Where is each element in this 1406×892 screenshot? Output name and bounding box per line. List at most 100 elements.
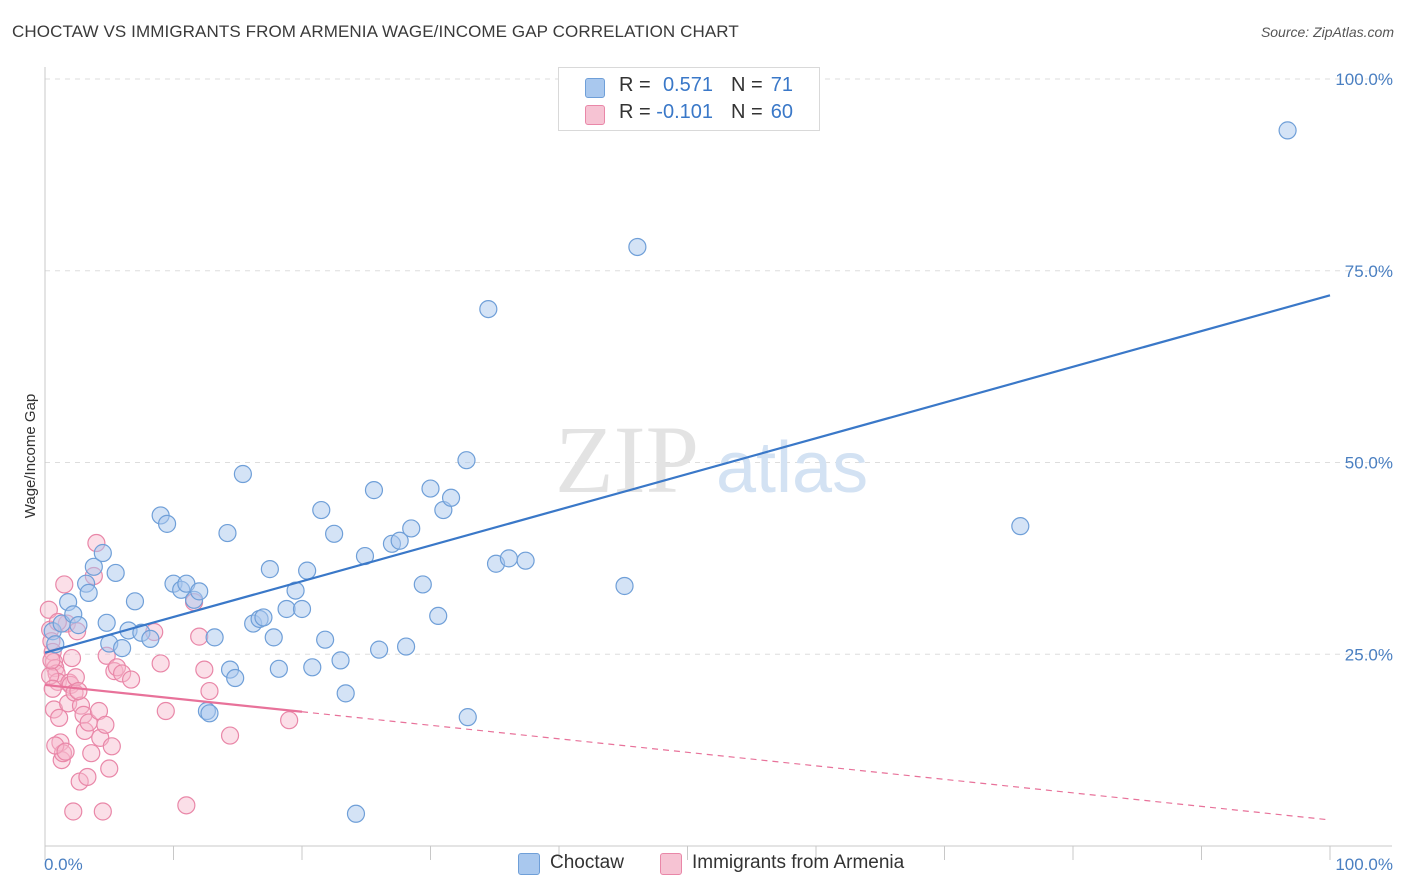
point-choctaw xyxy=(413,575,432,594)
legend-box: R = 0.571 N = 71 R = -0.101 N = 60 xyxy=(558,67,820,131)
point-choctaw xyxy=(84,557,103,576)
point-choctaw xyxy=(298,561,317,580)
y-tick-label: 50.0% xyxy=(1345,454,1393,473)
point-armenia xyxy=(39,600,58,619)
point-armenia xyxy=(82,744,101,763)
point-choctaw xyxy=(200,704,219,723)
point-armenia xyxy=(43,679,62,698)
trend-line-choctaw xyxy=(44,294,1331,654)
y-tick-label: 100.0% xyxy=(1335,70,1393,89)
point-armenia xyxy=(56,742,75,761)
legend-swatch-armenia xyxy=(585,105,605,125)
legend-n-value: 60 xyxy=(770,101,793,123)
point-choctaw xyxy=(233,464,252,484)
point-choctaw xyxy=(254,608,273,627)
point-armenia xyxy=(112,664,132,683)
legend-r-label: R = xyxy=(619,101,651,123)
bottom-legend-swatch-choctaw xyxy=(518,853,540,875)
point-armenia xyxy=(190,627,209,646)
point-armenia xyxy=(46,736,65,755)
legend-row-choctaw: R = 0.571 N = 71 xyxy=(559,72,819,100)
axes xyxy=(44,67,1392,860)
x-tick-label: 100.0% xyxy=(1335,855,1393,874)
point-choctaw xyxy=(396,637,416,656)
point-choctaw xyxy=(292,599,312,619)
point-choctaw xyxy=(97,613,116,632)
point-armenia xyxy=(121,670,141,689)
point-choctaw xyxy=(303,658,322,677)
legend-r-value: 0.571 xyxy=(662,74,713,96)
point-choctaw xyxy=(1011,517,1030,536)
point-choctaw xyxy=(112,639,132,658)
point-choctaw xyxy=(331,651,350,670)
point-choctaw xyxy=(325,524,344,543)
tick-labels: 25.0% 50.0% 75.0% 100.0% 0.0% 100.0% xyxy=(44,70,1393,874)
bottom-legend-label-armenia: Immigrants from Armenia xyxy=(692,852,905,873)
legend-swatch-choctaw xyxy=(585,78,605,98)
point-choctaw xyxy=(190,582,209,601)
point-armenia xyxy=(195,660,214,679)
point-choctaw xyxy=(336,684,355,703)
point-choctaw xyxy=(125,592,145,611)
point-armenia xyxy=(93,802,112,821)
point-armenia xyxy=(151,654,170,673)
y-tick-label: 25.0% xyxy=(1345,645,1393,664)
point-armenia xyxy=(100,759,119,778)
legend-n-value: 71 xyxy=(770,74,793,96)
point-armenia xyxy=(62,648,82,668)
point-armenia xyxy=(280,711,299,730)
point-armenia xyxy=(69,681,88,701)
point-choctaw xyxy=(93,543,112,563)
point-choctaw xyxy=(441,488,461,507)
point-choctaw xyxy=(264,628,283,647)
point-choctaw xyxy=(364,481,384,500)
grid xyxy=(45,78,1392,655)
watermark-atlas: atlas xyxy=(716,428,868,508)
point-choctaw xyxy=(141,629,160,649)
point-choctaw xyxy=(1278,121,1297,140)
series-choctaw-points xyxy=(43,121,1297,823)
point-choctaw xyxy=(218,523,237,543)
point-choctaw xyxy=(458,708,477,727)
watermark-zip: ZIP xyxy=(555,406,699,513)
point-armenia xyxy=(66,668,85,687)
y-axis-label: Wage/Income Gap xyxy=(22,394,39,519)
point-choctaw xyxy=(205,628,224,647)
point-choctaw xyxy=(370,640,389,659)
point-choctaw xyxy=(516,551,535,570)
point-armenia xyxy=(42,651,61,670)
point-armenia xyxy=(50,708,69,728)
series-armenia-points xyxy=(39,533,299,821)
point-choctaw xyxy=(402,519,421,538)
y-tick-label: 75.0% xyxy=(1345,262,1393,281)
point-choctaw xyxy=(79,583,98,602)
point-choctaw xyxy=(479,300,498,319)
point-armenia xyxy=(156,701,175,721)
point-choctaw xyxy=(316,630,335,649)
point-choctaw xyxy=(499,549,518,568)
point-armenia xyxy=(78,767,97,787)
legend-r-value: -0.101 xyxy=(656,101,713,123)
point-armenia xyxy=(75,721,94,741)
point-choctaw xyxy=(429,606,448,626)
bottom-legend-swatch-armenia xyxy=(660,853,682,875)
point-armenia xyxy=(51,733,70,752)
point-choctaw xyxy=(421,479,440,498)
legend-n-label: N = xyxy=(731,101,763,123)
point-choctaw xyxy=(390,531,409,550)
trend-line-armenia-extension xyxy=(301,711,1331,821)
point-choctaw xyxy=(106,563,125,583)
point-choctaw xyxy=(157,514,177,533)
point-choctaw xyxy=(346,804,366,823)
point-armenia xyxy=(102,737,121,756)
trend-line-armenia xyxy=(44,683,303,713)
point-armenia xyxy=(200,681,219,701)
point-armenia xyxy=(64,802,83,821)
point-choctaw xyxy=(628,237,647,257)
point-choctaw xyxy=(277,599,296,619)
legend-row-armenia: R = -0.101 N = 60 xyxy=(559,99,819,127)
point-armenia xyxy=(220,726,240,745)
point-armenia xyxy=(96,715,115,734)
point-armenia xyxy=(177,796,196,815)
